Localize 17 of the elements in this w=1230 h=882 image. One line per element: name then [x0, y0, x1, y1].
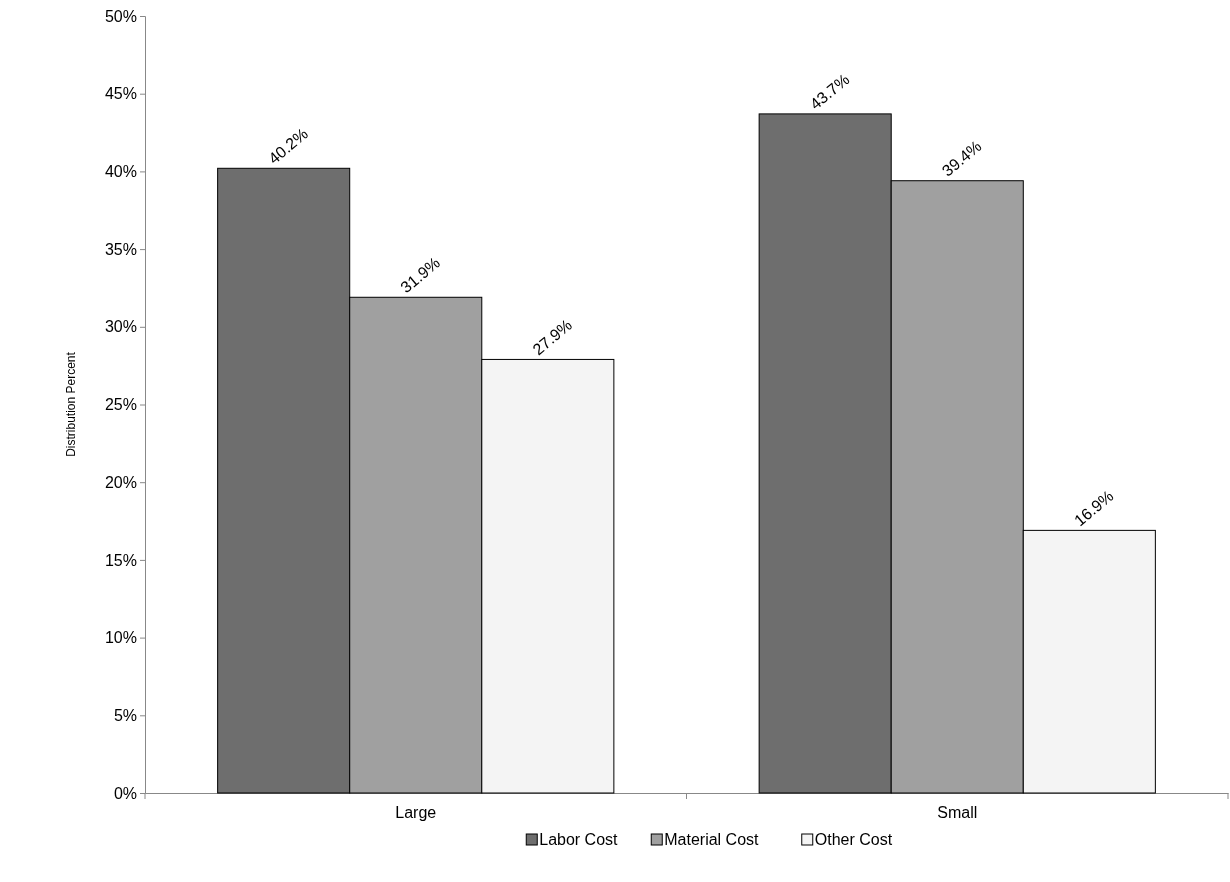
y-tick-label: 10% — [104, 629, 137, 647]
legend-label: Other Cost — [814, 831, 893, 848]
y-tick-label: 20% — [104, 473, 137, 491]
y-tick-label: 15% — [104, 551, 137, 569]
y-tick-label: 50% — [104, 7, 137, 25]
y-tick-label: 40% — [104, 163, 137, 181]
legend-label: Material Cost — [664, 831, 760, 848]
y-tick-label: 30% — [104, 318, 137, 336]
y-tick-label: 25% — [104, 396, 137, 414]
y-tick-label: 45% — [104, 85, 137, 103]
y-axis-title: Distribution Percent — [64, 351, 78, 457]
y-tick-label: 35% — [104, 240, 137, 258]
x-tick-label: Small — [937, 804, 978, 822]
y-tick-label: 5% — [113, 706, 137, 724]
y-tick-label: 0% — [113, 784, 137, 802]
x-tick-label: Large — [395, 804, 437, 822]
legend-label: Labor Cost — [539, 831, 619, 848]
